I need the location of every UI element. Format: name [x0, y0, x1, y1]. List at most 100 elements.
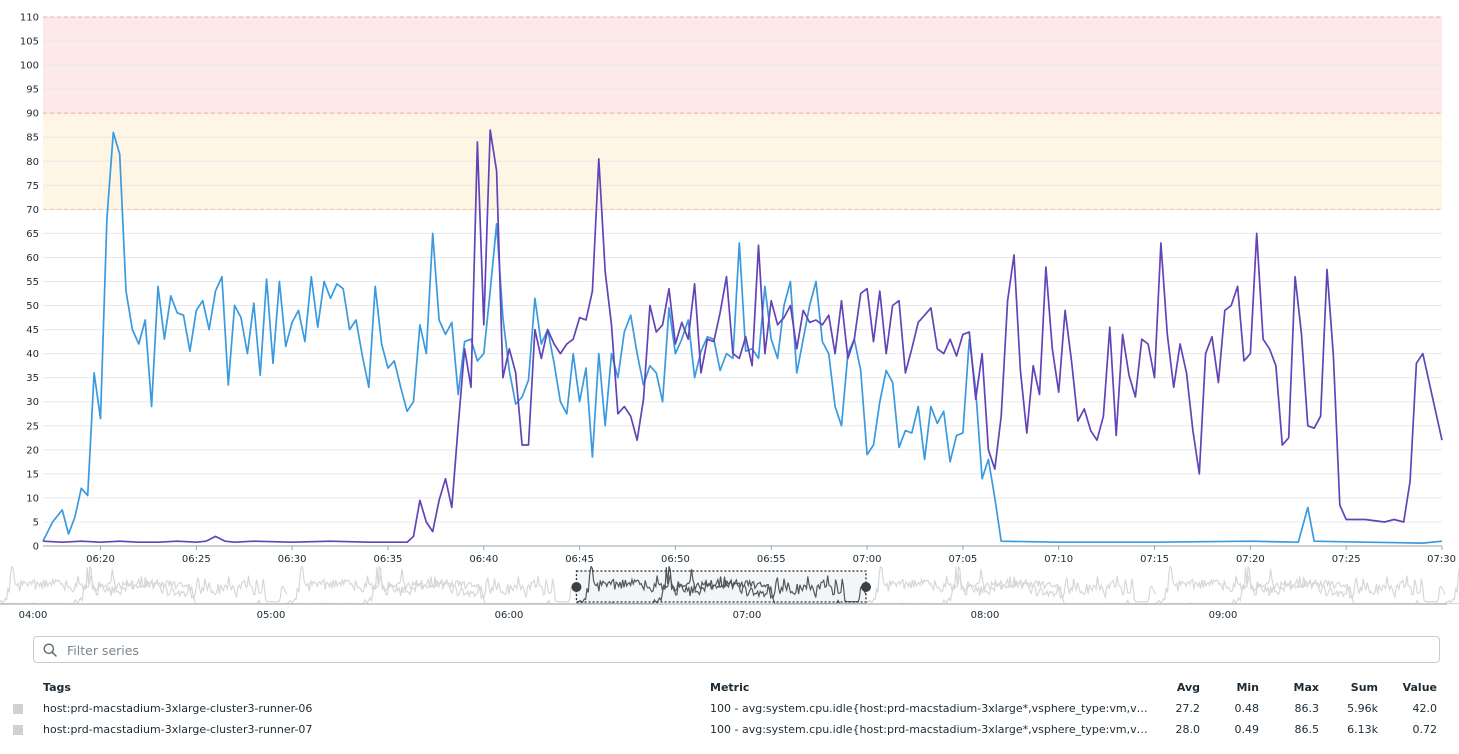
header-min[interactable]: Min [1236, 681, 1259, 694]
grid-lines [43, 16, 1442, 547]
window-left-handle [571, 582, 582, 592]
y-tick-label: 110 [20, 13, 39, 24]
overview-line [1444, 567, 1459, 605]
x-tick-label: 06:25 [182, 554, 211, 565]
legend-table: Tags Metric Avg Min Max Sum Value host:p… [0, 678, 1459, 741]
x-tick-label: 07:25 [1332, 554, 1361, 565]
series-line [42, 129, 1443, 544]
x-tick-label: 06:20 [86, 554, 115, 565]
y-tick-label: 65 [26, 229, 39, 240]
y-tick-label: 10 [26, 493, 39, 504]
y-tick-label: 15 [26, 469, 39, 480]
window-right-handle [861, 582, 871, 592]
y-tick-label: 0 [33, 542, 39, 553]
y-tick-label: 25 [26, 421, 39, 432]
row-max: 86.5 [1294, 723, 1320, 736]
header-metric[interactable]: Metric [710, 681, 750, 694]
table-row[interactable]: host:prd-macstadium-3xlarge-cluster3-run… [0, 699, 1459, 720]
y-tick-label: 70 [26, 205, 39, 216]
y-tick-label: 90 [26, 109, 39, 120]
overview-tick-label: 04:00 [19, 610, 48, 621]
row-min: 0.49 [1234, 723, 1260, 736]
header-max[interactable]: Max [1293, 681, 1319, 694]
y-tick-label: 55 [26, 277, 39, 288]
y-tick-label: 95 [26, 85, 39, 96]
y-tick-label: 60 [26, 253, 39, 264]
y-tick-label: 5 [33, 517, 39, 528]
row-tags: host:prd-macstadium-3xlarge-cluster3-run… [43, 723, 313, 736]
table-row[interactable]: host:prd-macstadium-3xlarge-cluster3-run… [0, 720, 1459, 741]
overview-line [1445, 602, 1459, 605]
overview-sparkline [0, 566, 1459, 605]
filter-series-box[interactable] [33, 636, 1440, 663]
overview-line [0, 566, 287, 605]
overview-tick-label: 07:00 [733, 610, 762, 621]
row-sum: 6.13k [1347, 723, 1378, 736]
x-tick-label: 06:30 [278, 554, 307, 565]
y-axis: 0 5 10 15 20 25 30 35 40 45 50 55 60 65 70 75 80 85 90 95 10… [20, 13, 39, 553]
row-sum: 5.96k [1347, 702, 1378, 715]
x-tick-label: 06:35 [374, 554, 403, 565]
x-tick-label: 07:10 [1044, 554, 1073, 565]
overview-x-axis: 04:00 05:00 06:00 07:00 08:00 09:00 [19, 610, 1238, 621]
y-tick-label: 30 [26, 397, 39, 408]
x-axis: 06:20 06:25 06:30 06:35 06:40 06:45 06:50 06:55… [43, 545, 1456, 565]
x-tick-label: 07:30 [1427, 554, 1456, 565]
series-line [42, 131, 1443, 544]
x-tick-label: 07:00 [853, 554, 882, 565]
overview-line [1155, 566, 1446, 605]
row-avg: 28.0 [1175, 723, 1201, 736]
filter-series-input[interactable] [65, 640, 1429, 661]
row-value: 42.0 [1412, 702, 1438, 715]
overview-line [1155, 566, 1446, 605]
y-tick-label: 20 [26, 445, 39, 456]
header-sum[interactable]: Sum [1350, 681, 1378, 694]
row-avg: 27.2 [1175, 702, 1201, 715]
series-swatch[interactable] [13, 725, 23, 735]
overview-line [865, 566, 1157, 605]
y-tick-label: 50 [26, 301, 39, 312]
y-tick-label: 100 [20, 61, 39, 72]
x-tick-label: 07:20 [1236, 554, 1265, 565]
x-tick-label: 06:45 [565, 554, 594, 565]
selection-window [575, 570, 867, 603]
y-tick-label: 80 [26, 157, 39, 168]
row-min: 0.48 [1234, 702, 1260, 715]
overview-line [286, 566, 577, 605]
row-metric: 100 - avg:system.cpu.idle{host:prd-macst… [710, 702, 1150, 715]
overview-line [865, 566, 1156, 605]
y-tick-label: 35 [26, 373, 39, 384]
row-max: 86.3 [1294, 702, 1320, 715]
series-swatch[interactable] [13, 704, 23, 714]
x-tick-label: 07:15 [1140, 554, 1169, 565]
overview-line [576, 566, 867, 605]
y-tick-label: 75 [26, 181, 39, 192]
overview-tick-label: 06:00 [495, 610, 524, 621]
timeseries-chart[interactable]: 0 5 10 15 20 25 30 35 40 45 50 55 60 65 70 75 80 85 90 95 10… [0, 0, 1459, 568]
header-avg[interactable]: Avg [1176, 681, 1200, 694]
row-tags: host:prd-macstadium-3xlarge-cluster3-run… [43, 702, 313, 715]
overview-tick-label: 09:00 [1209, 610, 1238, 621]
overview-tick-label: 08:00 [971, 610, 1000, 621]
header-tags[interactable]: Tags [43, 681, 71, 694]
x-tick-label: 06:50 [661, 554, 690, 565]
overview-selection-window[interactable] [571, 570, 871, 603]
search-icon [43, 643, 57, 657]
legend-header-row: Tags Metric Avg Min Max Sum Value [0, 678, 1459, 699]
y-tick-label: 105 [20, 37, 39, 48]
overview-line [0, 566, 288, 605]
y-tick-label: 85 [26, 133, 39, 144]
row-metric: 100 - avg:system.cpu.idle{host:prd-macst… [710, 723, 1150, 736]
y-tick-label: 45 [26, 325, 39, 336]
series-lines [42, 129, 1443, 544]
x-tick-label: 07:05 [948, 554, 977, 565]
y-tick-label: 40 [26, 349, 39, 360]
x-tick-label: 06:40 [469, 554, 498, 565]
overview-line [575, 566, 867, 605]
row-value: 0.72 [1412, 723, 1438, 736]
header-value[interactable]: Value [1402, 681, 1437, 694]
x-tick-label: 06:55 [757, 554, 786, 565]
overview-tick-label: 05:00 [257, 610, 286, 621]
overview-line [286, 566, 577, 605]
overview-timeline[interactable]: 04:00 05:00 06:00 07:00 08:00 09:00 [0, 566, 1459, 628]
